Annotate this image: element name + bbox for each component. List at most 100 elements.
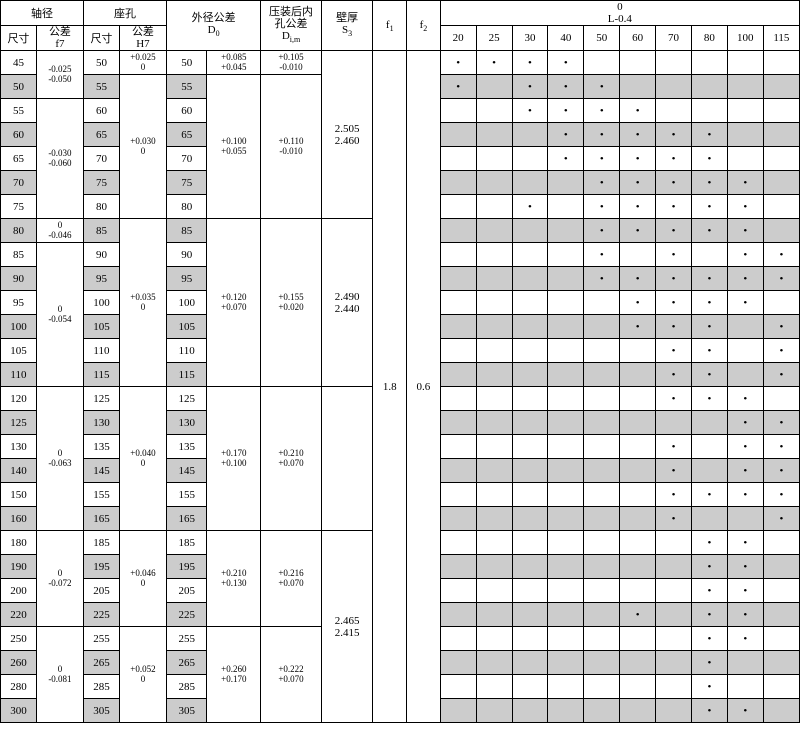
- dot: [476, 675, 512, 699]
- dot: [584, 699, 620, 723]
- tol-H7: +0.0350: [119, 219, 166, 387]
- dot: •: [763, 507, 799, 531]
- D: 135: [84, 435, 120, 459]
- D: 100: [84, 291, 120, 315]
- dot: [584, 579, 620, 603]
- dot: [763, 531, 799, 555]
- dot: •: [584, 75, 620, 99]
- dot: [620, 411, 656, 435]
- dot: •: [727, 195, 763, 219]
- hdr-size1: 尺寸: [1, 26, 37, 51]
- dot: [512, 171, 548, 195]
- d: 45: [1, 51, 37, 75]
- tol-f7: 0-0.081: [36, 627, 83, 723]
- dot: •: [620, 267, 656, 291]
- dot: •: [512, 75, 548, 99]
- dot: •: [512, 195, 548, 219]
- D0-size: 205: [167, 579, 207, 603]
- dot: [512, 387, 548, 411]
- D: 75: [84, 171, 120, 195]
- dot: •: [656, 387, 692, 411]
- d: 140: [1, 459, 37, 483]
- dot: [440, 219, 476, 243]
- d: 250: [1, 627, 37, 651]
- dot: [476, 147, 512, 171]
- dot: [440, 291, 476, 315]
- dot: [656, 579, 692, 603]
- d: 85: [1, 243, 37, 267]
- wall: 2.4652.415: [321, 531, 373, 723]
- dot: [548, 699, 584, 723]
- dot: •: [763, 339, 799, 363]
- spec-table: 轴径座孔外径公差D0压装后内孔公差Di,m壁厚S3f1f20L-0.4尺寸公差f…: [0, 0, 800, 723]
- dot: [763, 555, 799, 579]
- d: 95: [1, 291, 37, 315]
- D: 155: [84, 483, 120, 507]
- hdr-f7: 公差f7: [36, 26, 83, 51]
- dot: [727, 507, 763, 531]
- d: 220: [1, 603, 37, 627]
- dot: •: [512, 99, 548, 123]
- dot: [763, 651, 799, 675]
- dot: [656, 75, 692, 99]
- dot: •: [727, 459, 763, 483]
- dot: [440, 315, 476, 339]
- D: 305: [84, 699, 120, 723]
- dot: [440, 339, 476, 363]
- dot: •: [691, 195, 727, 219]
- dot: [620, 459, 656, 483]
- d: 120: [1, 387, 37, 411]
- dot: [476, 459, 512, 483]
- d: 75: [1, 195, 37, 219]
- d: 105: [1, 339, 37, 363]
- dot: [584, 315, 620, 339]
- dot: [512, 411, 548, 435]
- dot: •: [727, 291, 763, 315]
- dot: •: [763, 411, 799, 435]
- D0-size: 90: [167, 243, 207, 267]
- dot: •: [620, 147, 656, 171]
- tol-H7: +0.0460: [119, 531, 166, 627]
- dot: •: [691, 627, 727, 651]
- dot: [476, 123, 512, 147]
- dot: [620, 51, 656, 75]
- Di-tol: +0.210+0.070: [261, 387, 322, 531]
- dot: •: [656, 123, 692, 147]
- dot: [512, 555, 548, 579]
- hdr-col-115: 115: [763, 26, 799, 51]
- D: 265: [84, 651, 120, 675]
- hdr-f2: f2: [407, 1, 441, 51]
- d: 260: [1, 651, 37, 675]
- D0-size: 70: [167, 147, 207, 171]
- dot: [440, 579, 476, 603]
- dot: [476, 99, 512, 123]
- D0-size: 55: [167, 75, 207, 99]
- Di-tol: +0.222+0.070: [261, 627, 322, 723]
- dot: •: [620, 171, 656, 195]
- d: 55: [1, 99, 37, 123]
- dot: [476, 483, 512, 507]
- wall-blank: 2.5052.460: [321, 51, 373, 219]
- dot: [727, 51, 763, 75]
- dot: •: [656, 459, 692, 483]
- dot: •: [691, 675, 727, 699]
- dot: [691, 243, 727, 267]
- dot: [584, 675, 620, 699]
- dot: •: [727, 435, 763, 459]
- dot: •: [656, 267, 692, 291]
- dot: [548, 675, 584, 699]
- dot: •: [727, 387, 763, 411]
- D0-size: 265: [167, 651, 207, 675]
- dot: [440, 627, 476, 651]
- dot: [656, 651, 692, 675]
- dot: [584, 651, 620, 675]
- dot: •: [691, 555, 727, 579]
- dot: [727, 315, 763, 339]
- dot: •: [727, 411, 763, 435]
- hdr-f1: f1: [373, 1, 407, 51]
- D: 115: [84, 363, 120, 387]
- dot: [691, 51, 727, 75]
- dot: •: [584, 171, 620, 195]
- dot: •: [620, 123, 656, 147]
- dot: [656, 51, 692, 75]
